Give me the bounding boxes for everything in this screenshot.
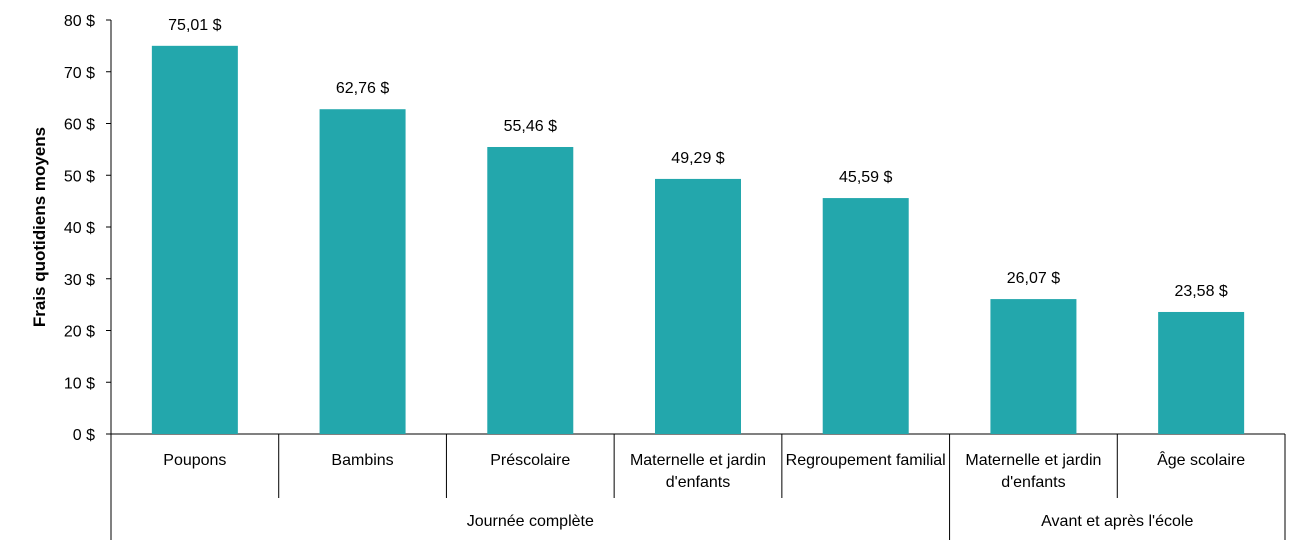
x-tick-label: Maternelle et jardin d'enfants <box>965 452 1102 491</box>
value-label: 26,07 $ <box>1007 270 1060 287</box>
value-label: 49,29 $ <box>671 150 724 167</box>
bar <box>990 299 1077 434</box>
value-label: 75,01 $ <box>168 17 221 34</box>
y-tick-label: 40 $ <box>64 220 95 237</box>
x-tick-label: Regroupement familial <box>785 452 946 469</box>
bar <box>487 146 574 434</box>
y-tick-label: 50 $ <box>64 168 95 185</box>
bar <box>319 109 406 434</box>
x-tick-label: Poupons <box>163 452 227 469</box>
group-label: Journée complète <box>466 513 594 530</box>
bar <box>151 45 238 435</box>
value-label: 55,46 $ <box>504 118 557 135</box>
y-tick-label: 60 $ <box>64 117 95 134</box>
bar <box>655 178 741 434</box>
x-tick-label: Préscolaire <box>490 452 571 469</box>
y-tick-label: 70 $ <box>64 65 95 82</box>
value-label: 62,76 $ <box>336 80 389 97</box>
x-tick-label: Maternelle et jardin d'enfants <box>629 452 767 491</box>
y-tick-label: 30 $ <box>64 272 95 289</box>
value-label: 45,59 $ <box>839 169 892 186</box>
x-tick-label: Bambins <box>331 452 394 469</box>
bar <box>822 198 909 434</box>
group-label: Avant et après l'école <box>1041 513 1194 530</box>
y-axis-label: Frais quotidiens moyens <box>30 127 49 327</box>
y-tick-label: 10 $ <box>64 375 95 392</box>
value-label: 23,58 $ <box>1174 283 1227 300</box>
bar <box>1158 311 1245 434</box>
y-tick-label: 80 $ <box>64 13 95 30</box>
y-tick-label: 20 $ <box>64 324 95 341</box>
y-tick-label: 0 $ <box>73 427 95 444</box>
x-tick-label: Âge scolaire <box>1157 452 1246 469</box>
